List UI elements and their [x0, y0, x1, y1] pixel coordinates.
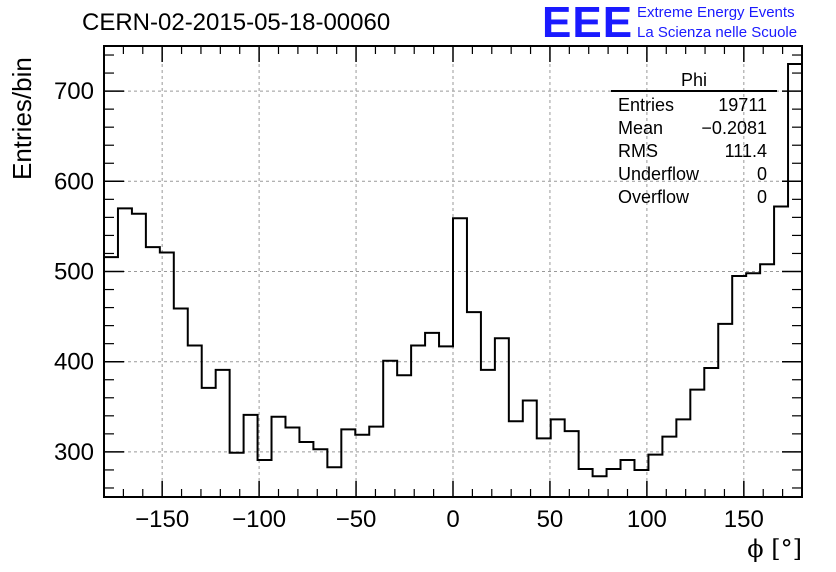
- stats-box: Phi Entries 19711 Mean −0.2081 RMS 111.4…: [611, 70, 777, 209]
- stats-label: Entries: [618, 95, 675, 115]
- stats-title: Phi: [611, 70, 777, 92]
- x-tick-label: 100: [627, 506, 667, 533]
- histogram-line: [104, 63, 802, 478]
- eee-logo-text: Extreme Energy Events La Scienza nelle S…: [637, 3, 797, 43]
- stats-value: 111.4: [724, 141, 767, 161]
- stats-row-overflow: Overflow 0: [611, 186, 777, 209]
- stats-value: −0.2081: [701, 118, 767, 138]
- stats-value: 0: [756, 164, 767, 184]
- x-tick-label: 50: [537, 506, 564, 533]
- stats-value: 19711: [718, 95, 767, 115]
- y-tick-label: 400: [54, 349, 94, 376]
- stats-row-rms: RMS 111.4: [611, 140, 777, 163]
- y-tick-label: 500: [54, 259, 94, 286]
- logo-line-1: Extreme Energy Events: [637, 4, 795, 21]
- x-tick-label: 0: [446, 506, 459, 533]
- y-tick-label: 600: [54, 168, 94, 195]
- x-axis-label: ϕ [°]: [747, 535, 802, 563]
- stats-label: RMS: [618, 141, 658, 161]
- y-tick-label: 700: [54, 78, 94, 105]
- stats-row-mean: Mean −0.2081: [611, 117, 777, 140]
- stats-value: 0: [756, 187, 767, 207]
- stats-row-entries: Entries 19711: [611, 94, 777, 117]
- x-tick-label: −50: [336, 506, 377, 533]
- stats-row-underflow: Underflow 0: [611, 163, 777, 186]
- y-axis-label: Entries/bin: [7, 57, 37, 180]
- logo-line-2: La Scienza nelle Scuole: [637, 24, 798, 41]
- x-tick-label: −100: [232, 506, 286, 533]
- x-tick-label: −150: [135, 506, 189, 533]
- axis-ticks: −150 −100 −50 0 50 100 150 300 400 500 600 700: [54, 46, 803, 533]
- y-tick-label: 300: [54, 439, 94, 466]
- eee-logo-mark: EEE: [542, 0, 634, 47]
- stats-label: Overflow: [618, 187, 690, 207]
- stats-label: Underflow: [618, 164, 700, 184]
- stats-label: Mean: [618, 118, 664, 138]
- x-tick-label: 150: [724, 506, 764, 533]
- chart-title: CERN-02-2015-05-18-00060: [82, 9, 391, 36]
